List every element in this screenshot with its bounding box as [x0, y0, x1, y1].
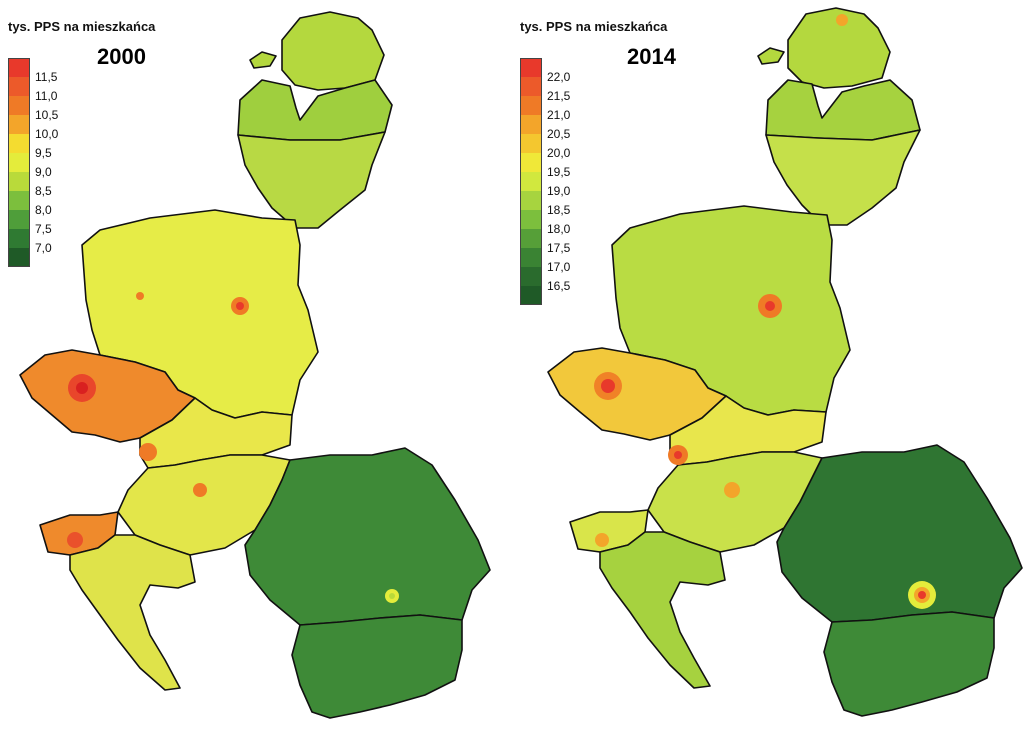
legend-title: tys. PPS na mieszkańca: [8, 19, 156, 34]
legend-swatch: [8, 229, 30, 248]
legend-item: 18,5: [520, 191, 606, 217]
legend-label: 17,5: [547, 241, 571, 255]
legend-item: 11,0: [8, 77, 94, 103]
legend-item: 22,0: [520, 58, 606, 84]
legend-item: 8,5: [8, 172, 94, 198]
legend-swatch: [8, 96, 30, 115]
legend-label: 22,0: [547, 70, 571, 84]
region-romania: [244, 447, 491, 626]
legend-swatch: [520, 134, 542, 153]
region-croatia: [69, 534, 196, 691]
legend-label: 9,5: [35, 146, 52, 160]
legend-item: 7,0: [8, 229, 94, 255]
legend-label: 18,0: [547, 222, 571, 236]
year-label: 2000: [97, 44, 146, 69]
legend-item: 11,5: [8, 58, 94, 84]
legend-item: 17,0: [520, 248, 606, 274]
legend-item: 20,5: [520, 115, 606, 141]
region-saaremaa: [757, 47, 785, 65]
legend-item: 7,5: [8, 210, 94, 236]
legend-label: 20,5: [547, 127, 571, 141]
region-saaremaa: [249, 51, 277, 69]
legend-swatch: [8, 191, 30, 210]
legend-swatch: [8, 115, 30, 134]
legend-swatch: [520, 172, 542, 191]
hotspots-2014: [594, 14, 936, 609]
legend-swatch: [520, 286, 542, 305]
legend-item: 20,0: [520, 134, 606, 160]
legend-label: 19,5: [547, 165, 571, 179]
legend-label: 7,0: [35, 241, 52, 255]
region-latvia: [765, 79, 921, 141]
region-bulgaria: [291, 614, 463, 719]
legend-item: 10,0: [8, 115, 94, 141]
legend-item: 16,5: [520, 267, 606, 293]
legend-item: 21,5: [520, 77, 606, 103]
legend-label: 9,0: [35, 165, 52, 179]
legend-label: 20,0: [547, 146, 571, 160]
region-romania: [776, 444, 1023, 623]
legend-swatch: [520, 210, 542, 229]
legend-item: 8,0: [8, 191, 94, 217]
hotspots-2000: [67, 292, 399, 603]
choropleth-map-2014: [547, 7, 1023, 717]
legend-swatch: [520, 267, 542, 286]
legend-item: 19,0: [520, 172, 606, 198]
legend-swatch: [8, 210, 30, 229]
legend-item: 9,0: [8, 153, 94, 179]
year-label: 2014: [627, 44, 676, 69]
legend-item: 19,5: [520, 153, 606, 179]
legend-swatch: [520, 229, 542, 248]
legend-swatch: [8, 134, 30, 153]
legend-item: [8, 248, 94, 267]
legend-swatch: [8, 77, 30, 96]
legend-item: [520, 286, 606, 305]
region-estonia: [281, 11, 385, 91]
legend-label: 10,0: [35, 127, 59, 141]
map-panel-2000: tys. PPS na mieszkańca 2000 11,5 11,0 10,5…: [8, 11, 491, 719]
region-estonia: [787, 7, 891, 89]
legend-label: 11,0: [35, 89, 58, 103]
region-lithuania: [765, 129, 921, 226]
legend-label: 19,0: [547, 184, 571, 198]
legend-swatch: [520, 77, 542, 96]
region-croatia: [599, 531, 726, 689]
legend-label: 21,5: [547, 89, 571, 103]
legend-title: tys. PPS na mieszkańca: [520, 19, 668, 34]
legend-label: 21,0: [547, 108, 571, 122]
legend-item: 18,0: [520, 210, 606, 236]
legend-label: 16,5: [547, 279, 571, 293]
legend-item: 10,5: [8, 96, 94, 122]
region-lithuania: [237, 131, 386, 229]
legend-swatch: [8, 153, 30, 172]
legend-swatch: [8, 172, 30, 191]
legend-swatch: [8, 58, 30, 77]
legend-swatch: [520, 58, 542, 77]
legend-item: 9,5: [8, 134, 94, 160]
legend-item: 21,0: [520, 96, 606, 122]
legend-swatch: [520, 115, 542, 134]
legend-label: 8,0: [35, 203, 52, 217]
legend-label: 18,5: [547, 203, 571, 217]
legend-label: 17,0: [547, 260, 571, 274]
legend-label: 8,5: [35, 184, 52, 198]
map-panel-2014: tys. PPS na mieszkańca 2014 22,0 21,5 21,0…: [512, 0, 1024, 737]
legend-item: 17,5: [520, 229, 606, 255]
legend-swatch: [520, 153, 542, 172]
legend-label: 7,5: [35, 222, 52, 236]
legend-swatch: [8, 248, 30, 267]
legend-swatch: [520, 96, 542, 115]
choropleth-map-2000: [19, 11, 491, 719]
legend-swatch: [520, 191, 542, 210]
legend-label: 10,5: [35, 108, 59, 122]
region-bulgaria: [823, 611, 995, 717]
legend-swatch: [520, 248, 542, 267]
legend-label: 11,5: [35, 70, 58, 84]
